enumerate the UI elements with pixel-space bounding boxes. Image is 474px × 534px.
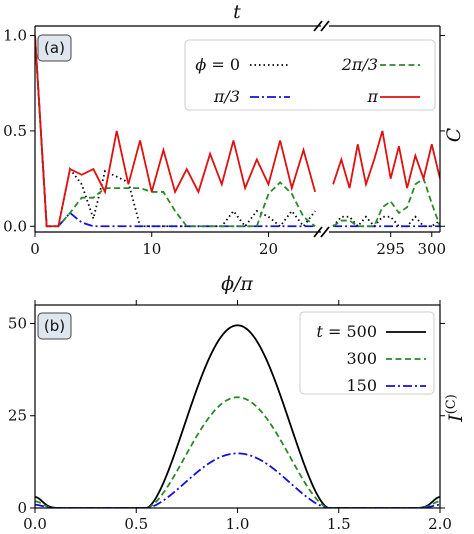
legend-label-2: 300 xyxy=(346,349,377,368)
x-tick-label: 1.5 xyxy=(327,515,351,533)
curve-3 xyxy=(35,452,440,508)
x-tick-label: 20 xyxy=(259,240,278,258)
x-tick-label: 295 xyxy=(376,240,405,258)
panel-a-tag: (a) xyxy=(37,34,72,62)
x-tick-label: 2.0 xyxy=(428,515,452,533)
curve-1 xyxy=(35,324,440,508)
series-line-1-seg-2 xyxy=(332,215,440,228)
panel-a-legend: ϕ = 0 π/3 2π/3 π xyxy=(184,39,436,111)
series-line-4-seg-2 xyxy=(332,130,440,189)
panel-a-series-left xyxy=(35,35,317,228)
legend-label-2: π/3 xyxy=(213,87,240,106)
panel-b-x-ticks: 0.0 0.5 1.0 1.5 2.0 xyxy=(23,300,452,533)
panel-a: t C 0 10 20 295 300 0.0 0.5 1.0 (a) xyxy=(3,1,465,258)
panel-a-y-ticks: 0.0 0.5 1.0 xyxy=(3,27,445,235)
panel-a-frame xyxy=(34,25,441,233)
legend-label-1: ϕ = 0 xyxy=(195,55,240,74)
panel-b-y-ticks: 0 25 50 xyxy=(8,314,445,517)
panel-a-x-ticks: 0 10 20 295 300 xyxy=(30,232,446,258)
x-tick-label: 0 xyxy=(30,240,40,258)
panel-a-y-axis-label: C xyxy=(443,127,465,142)
x-tick-label: 10 xyxy=(142,240,161,258)
y-tick-label: 0.5 xyxy=(3,122,27,140)
panel-a-tag-label: (a) xyxy=(44,39,65,57)
panel-b-legend: t = 500 300 150 xyxy=(299,311,435,395)
panel-b-series xyxy=(35,324,440,508)
panel-b-x-axis-label: ϕ/π xyxy=(221,273,253,295)
x-tick-label: 300 xyxy=(417,240,446,258)
legend-label-1: t = 500 xyxy=(316,322,377,341)
x-tick-label: 0.0 xyxy=(23,515,47,533)
series-line-3-seg-1 xyxy=(35,35,316,228)
legend-label-3: 150 xyxy=(346,376,377,395)
x-tick-label: 0.5 xyxy=(124,515,148,533)
panel-a-series-right xyxy=(332,130,440,228)
series-line-3-seg-2 xyxy=(332,177,440,228)
series-line-1-seg-1 xyxy=(35,35,316,228)
axis-break-marks xyxy=(313,20,330,238)
y-tick-label: 0 xyxy=(17,499,27,517)
y-tick-label: 1.0 xyxy=(3,27,27,45)
panel-a-x-axis-label: t xyxy=(233,1,241,23)
curve-2 xyxy=(35,396,440,508)
panel-b-tag-label: (b) xyxy=(44,317,65,335)
legend-label-3: 2π/3 xyxy=(341,55,378,74)
y-tick-label: 50 xyxy=(8,314,27,332)
panel-b: ϕ/π I(C) 0.0 0.5 1.0 1.5 2.0 0 25 50 (b) t = 5… xyxy=(8,273,467,533)
series-line-2-seg-1 xyxy=(35,35,316,228)
panel-b-tag: (b) xyxy=(37,312,72,340)
panel-b-y-axis-label: I(C) xyxy=(444,394,467,423)
y-tick-label: 25 xyxy=(8,407,27,425)
x-tick-label: 1.0 xyxy=(226,515,250,533)
y-tick-label: 0.0 xyxy=(3,217,27,235)
legend-label-4: π xyxy=(366,87,378,106)
series-line-4-seg-1 xyxy=(35,35,317,228)
